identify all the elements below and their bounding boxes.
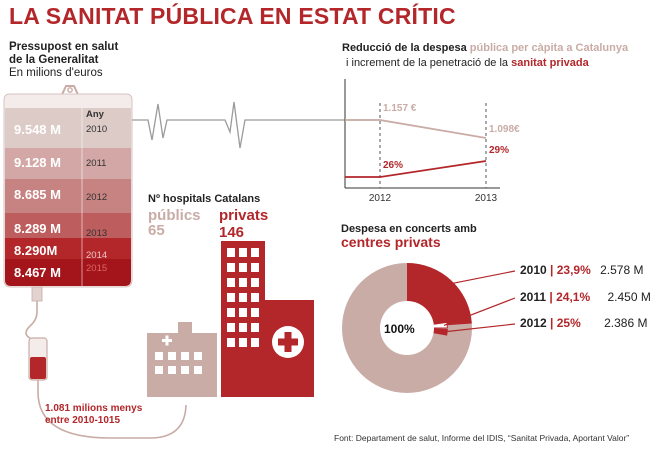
spending-title-part2: pública per càpita a Catalunya	[469, 42, 629, 54]
pie-leader-2011	[443, 297, 516, 326]
spending-tick-2013: 2013	[475, 193, 498, 204]
concert-row-2012: 2012 | 25% 2.386 M	[520, 316, 648, 330]
band-2014	[5, 238, 131, 259]
budget-heading-line1: Pressupost en salut	[9, 41, 119, 53]
loss-note-line1: 1.081 milions menys	[45, 403, 143, 414]
budget-value-2011: 9.128 M	[14, 155, 61, 170]
pie-hole	[380, 301, 434, 355]
concert-year-2010: 2010	[520, 263, 547, 277]
budget-year-2015: 2015	[86, 263, 108, 274]
year-header: Any	[86, 109, 104, 120]
source-note: Font: Departament de salut, Informe del …	[334, 433, 630, 443]
public-hospitals-count: 65	[148, 222, 165, 239]
drip-chamber-fluid	[30, 357, 46, 379]
budget-year-2013: 2013	[86, 228, 108, 239]
budget-value-2010: 9.548 M	[14, 122, 61, 137]
budget-value-2014: 8.290M	[14, 243, 58, 258]
budget-year-2010: 2010	[86, 124, 108, 135]
page-title: LA SANITAT PÚBLICA EN ESTAT CRÍTIC	[9, 3, 456, 29]
private-share-label-2013: 29%	[489, 145, 509, 156]
concert-amount-2012: 2.386 M	[604, 316, 648, 330]
public-hospital-icon	[147, 322, 217, 397]
iv-tube-top	[25, 301, 38, 339]
pie-leader-2010	[447, 270, 516, 285]
band-2010	[5, 108, 131, 148]
spending-title-part1: Reducció de la despesa	[342, 42, 467, 54]
spending-title-part3: i increment de la penetració de la	[346, 57, 509, 69]
spending-tick-2012: 2012	[369, 193, 392, 204]
hospitals-heading: Nº hospitals Catalans	[148, 193, 261, 205]
concert-year-2011: 2011	[520, 290, 547, 304]
concert-year-2012: 2012	[520, 316, 547, 330]
private-share-label-2012: 26%	[383, 160, 403, 171]
public-spending-line	[345, 119, 487, 139]
bag-hanger	[59, 85, 81, 100]
spending-chart-title-line2: i increment de la penetració de la sanit…	[346, 57, 589, 70]
budget-unit: En milions d'euros	[9, 67, 103, 79]
heartbeat-line	[132, 101, 380, 149]
concert-amount-2011: 2.450 M	[607, 290, 650, 304]
budget-value-2012: 8.685 M	[14, 187, 61, 202]
spending-title-part4: sanitat privada	[511, 57, 589, 69]
band-2013	[5, 213, 131, 238]
budget-year-2011: 2011	[86, 158, 107, 169]
public-hospitals-label: públics	[148, 207, 201, 224]
band-2015	[5, 259, 131, 286]
concert-amount-2010: 2.578 M	[600, 263, 644, 277]
concert-row-2010: 2010 | 23,9% 2.578 M	[520, 263, 644, 277]
private-hospital-icon	[221, 241, 314, 397]
band-2011	[5, 148, 131, 179]
private-hospitals-count: 146	[219, 224, 245, 241]
budget-value-2013: 8.289 M	[14, 221, 61, 236]
pie-center-label: 100%	[384, 322, 415, 336]
concert-row-2011: 2011 | 24,1% 2.450 M	[520, 290, 650, 304]
budget-value-2015: 8.467 M	[14, 265, 61, 280]
loss-note-line2: entre 2010-1015	[45, 415, 121, 426]
private-hospitals-label: privats	[219, 207, 269, 224]
band-2012	[5, 179, 131, 213]
budget-year-2012: 2012	[86, 192, 108, 203]
pie-leader-2012	[443, 323, 516, 333]
concerts-title-line1: Despesa en concerts amb	[341, 223, 477, 235]
spending-chart-title-line1: Reducció de la despesa pública per càpit…	[342, 42, 628, 55]
private-share-line	[345, 160, 487, 178]
budget-heading-line2: de la Generalitat	[9, 54, 99, 66]
iv-tube-bottom	[37, 380, 187, 439]
concert-pct-2011: 24,1%	[556, 290, 591, 304]
concert-pct-2010: 23,9%	[556, 263, 591, 277]
concerts-title-line2: centres privats	[341, 234, 441, 250]
concert-pct-2012: 25%	[556, 316, 581, 330]
public-spending-label-2013: 1.098€	[489, 124, 520, 135]
budget-year-2014: 2014	[86, 250, 108, 261]
public-spending-label-2012: 1.157 €	[383, 103, 417, 114]
